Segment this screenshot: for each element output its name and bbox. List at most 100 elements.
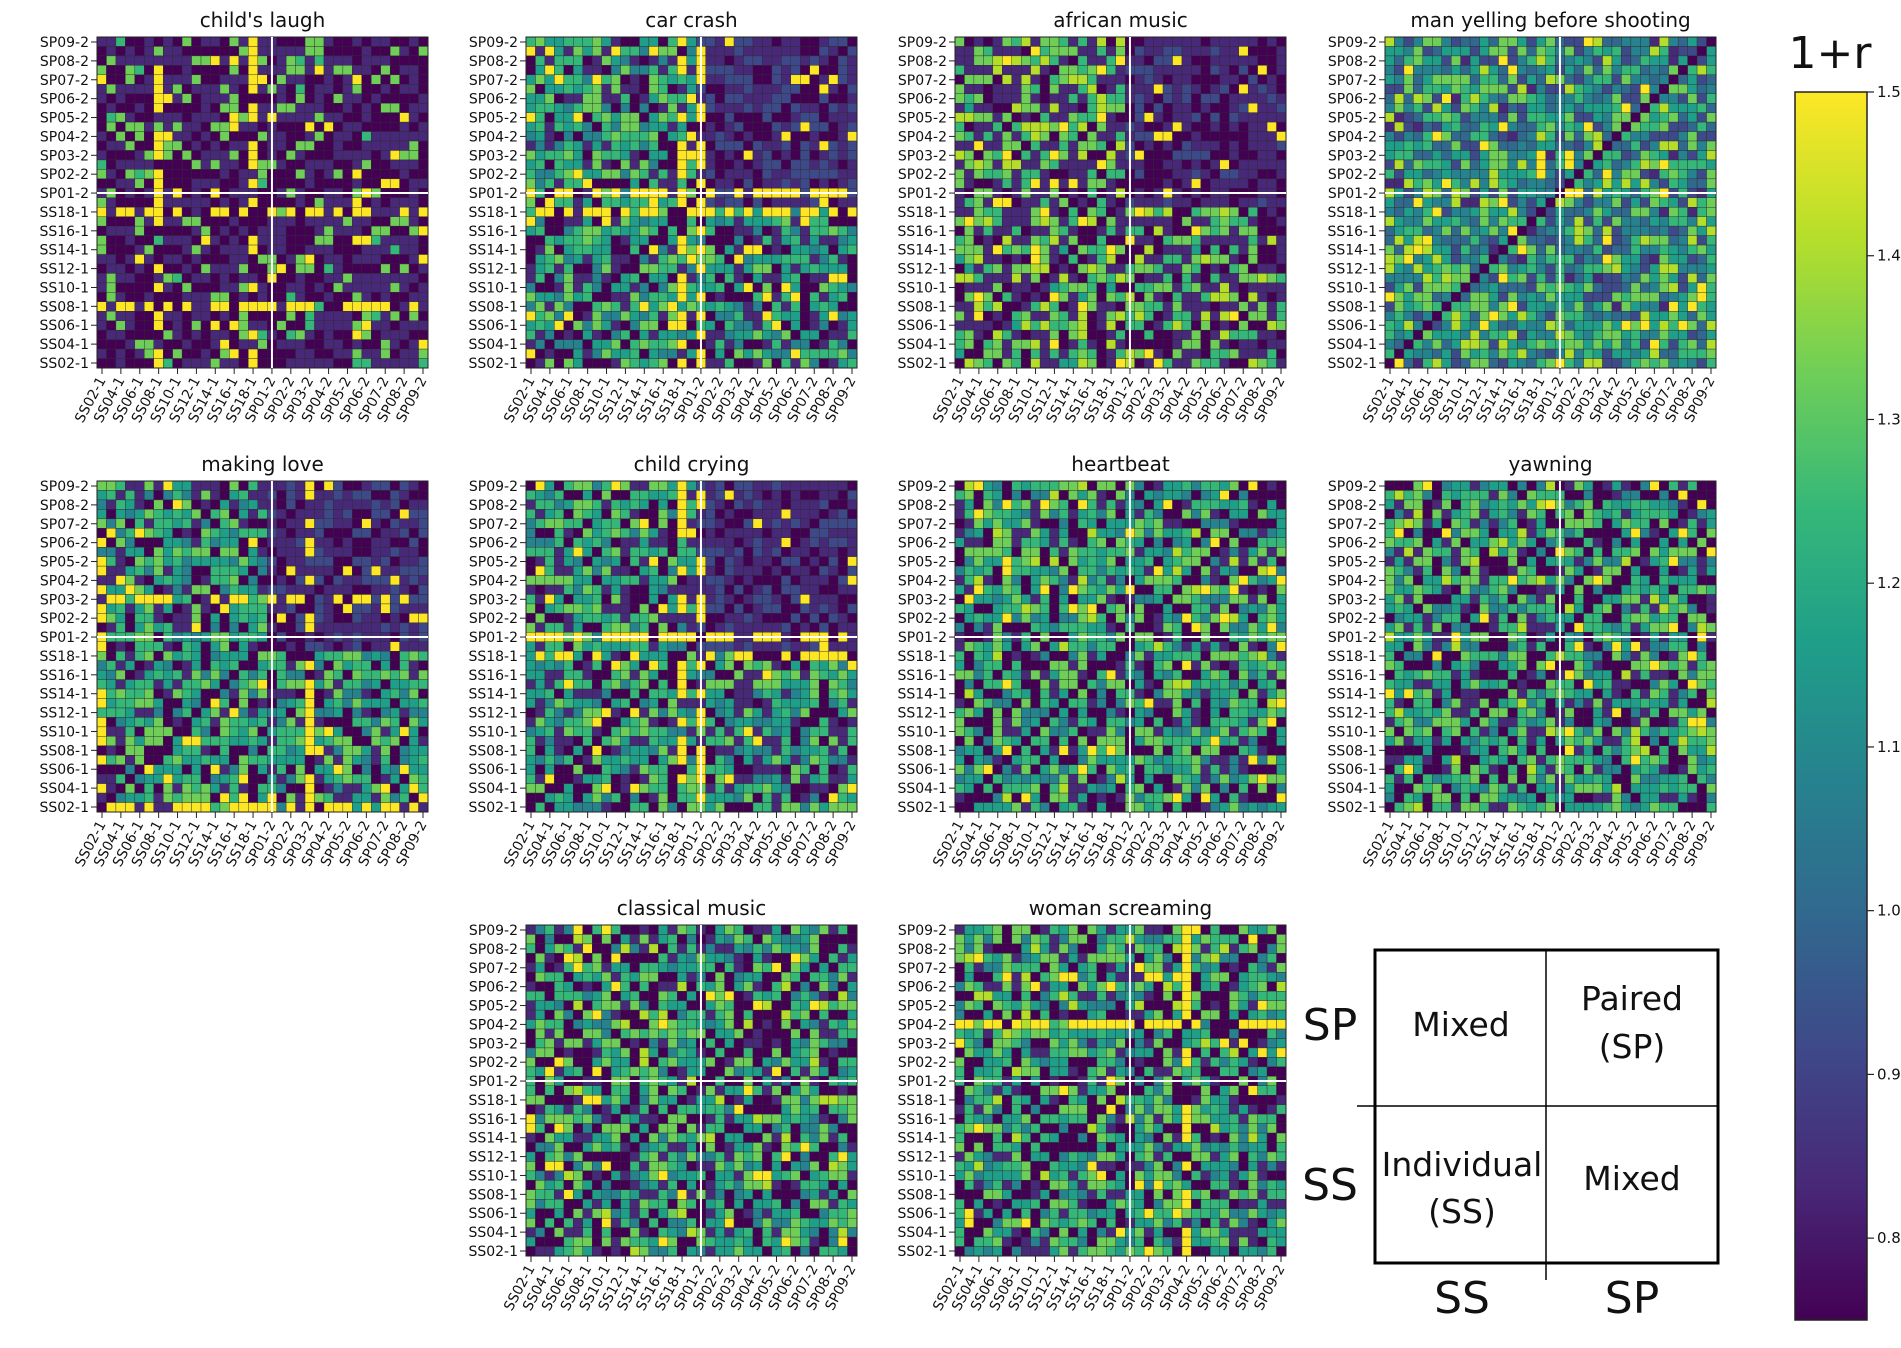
heatmap-cell xyxy=(191,121,202,132)
heatmap-cell xyxy=(1011,46,1022,57)
heatmap-cell xyxy=(1611,102,1622,113)
heatmap-cell xyxy=(304,282,315,293)
heatmap-cell xyxy=(1049,207,1060,217)
heatmap-cell xyxy=(1002,311,1012,321)
heatmap-cell xyxy=(1696,207,1707,217)
heatmap-cell xyxy=(563,244,574,255)
heatmap-cell xyxy=(1039,339,1050,350)
heatmap-cell xyxy=(610,93,621,104)
heatmap-cell xyxy=(1677,159,1688,170)
heatmap-cell xyxy=(1200,244,1211,255)
heatmap-cell xyxy=(191,320,202,331)
heatmap-cell xyxy=(238,46,249,57)
heatmap-cell xyxy=(781,348,791,359)
heatmap-cell xyxy=(639,282,650,293)
heatmap-cell xyxy=(964,311,975,321)
heatmap-cell xyxy=(1545,102,1556,113)
heatmap-cell xyxy=(828,197,839,208)
heatmap-cell xyxy=(1096,46,1107,57)
heatmap-cell xyxy=(1210,121,1221,132)
heatmap-cell xyxy=(1191,358,1202,369)
heatmap-cell xyxy=(752,282,763,293)
heatmap-cell xyxy=(1564,207,1575,217)
heatmap-cell xyxy=(295,159,306,170)
heatmap-cell xyxy=(544,254,555,265)
heatmap-cell xyxy=(1640,197,1651,208)
heatmap-cell xyxy=(200,292,211,303)
heatmap-cell xyxy=(1545,273,1556,284)
heatmap-cell xyxy=(371,102,381,113)
heatmap-cell xyxy=(1191,46,1202,57)
heatmap-cell xyxy=(1384,197,1395,208)
heatmap-cell xyxy=(314,65,325,76)
heatmap-cell xyxy=(1276,65,1287,76)
heatmap-cell xyxy=(1507,216,1518,227)
heatmap-cell xyxy=(1630,301,1641,312)
heatmap-cell xyxy=(1621,102,1632,113)
heatmap-cell xyxy=(592,207,602,217)
heatmap-cell xyxy=(1219,112,1230,123)
heatmap-cell xyxy=(743,358,754,369)
heatmap-cell xyxy=(285,348,296,359)
heatmap-cell xyxy=(342,244,353,255)
heatmap-cell xyxy=(1011,169,1022,180)
heatmap-cell xyxy=(1172,46,1183,57)
heatmap-cell xyxy=(1134,235,1145,246)
heatmap-cell xyxy=(648,169,659,180)
heatmap-cell xyxy=(1210,311,1221,321)
heatmap-cell xyxy=(399,169,410,180)
heatmap-cell xyxy=(106,339,117,350)
heatmap-cell xyxy=(1526,292,1537,303)
heatmap-cell xyxy=(620,358,631,369)
heatmap-cell xyxy=(342,348,353,359)
heatmap-cell xyxy=(1677,244,1688,255)
heatmap-cell xyxy=(389,244,400,255)
heatmap-cell xyxy=(125,329,136,340)
heatmap-cell xyxy=(418,65,429,76)
heatmap-cell xyxy=(323,65,334,76)
heatmap-cell xyxy=(1276,102,1287,113)
heatmap-cell xyxy=(1488,150,1499,161)
heatmap-cell xyxy=(554,358,565,369)
heatmap-cell xyxy=(1266,282,1277,293)
heatmap-cell xyxy=(361,131,372,142)
heatmap-cell xyxy=(705,273,716,284)
heatmap-cell xyxy=(1592,301,1603,312)
heatmap-cell xyxy=(847,159,858,170)
heatmap-cell xyxy=(1106,36,1116,47)
heatmap-cell xyxy=(743,46,754,57)
heatmap-cell xyxy=(1479,102,1490,113)
heatmap-cell xyxy=(582,329,593,340)
heatmap-cell xyxy=(1049,46,1060,57)
heatmap-cell xyxy=(106,254,117,265)
y-tick-label: SS12-1 xyxy=(468,262,518,278)
heatmap-cell xyxy=(544,65,555,76)
heatmap-cell xyxy=(219,320,230,331)
heatmap-cell xyxy=(705,36,716,47)
heatmap-cell xyxy=(954,216,965,227)
heatmap-cell xyxy=(705,112,716,123)
heatmap-cell xyxy=(771,150,782,161)
heatmap-cell xyxy=(563,263,574,274)
heatmap-cell xyxy=(1507,178,1518,189)
heatmap-cell xyxy=(134,159,145,170)
heatmap-cell xyxy=(639,254,650,265)
heatmap-cell xyxy=(1106,273,1116,284)
heatmap-cell xyxy=(1668,225,1679,236)
heatmap-cell xyxy=(380,207,391,217)
heatmap-cell xyxy=(314,93,325,104)
heatmap-cell xyxy=(1011,65,1022,76)
heatmap-cell xyxy=(1536,292,1546,303)
heatmap-cell xyxy=(592,320,602,331)
heatmap-cell xyxy=(771,36,782,47)
heatmap-cell xyxy=(1115,254,1126,265)
heatmap-cell xyxy=(1394,225,1405,236)
heatmap-cell xyxy=(1403,197,1414,208)
heatmap-cell xyxy=(1583,263,1594,274)
heatmap-cell xyxy=(238,292,249,303)
heatmap-cell xyxy=(705,216,716,227)
heatmap-cell xyxy=(592,197,602,208)
heatmap-cell xyxy=(1621,46,1632,57)
y-tick-label: SP09-2 xyxy=(898,35,947,51)
heatmap-cell xyxy=(1096,254,1107,265)
